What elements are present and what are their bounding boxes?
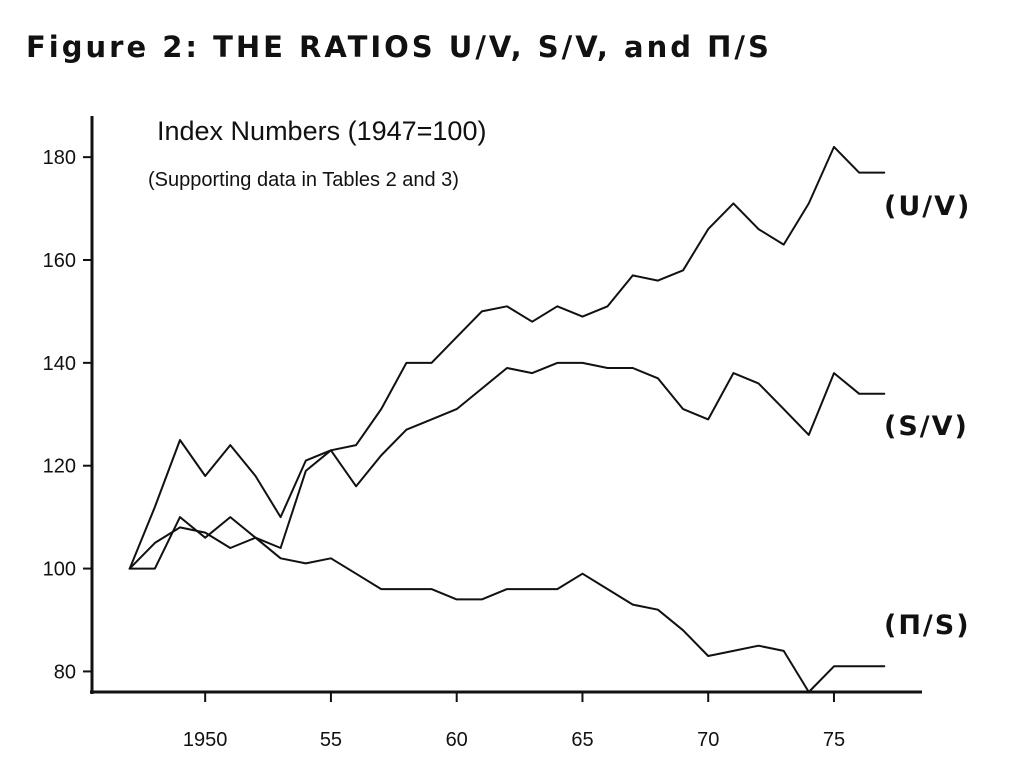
- series-lines: [128, 145, 886, 693]
- series-line-s-v: [128, 361, 886, 570]
- series-label-s-v: (S/V): [884, 411, 969, 442]
- y-tick-label: 140: [43, 353, 76, 375]
- x-tick-label: 75: [823, 729, 845, 751]
- chart-labels: Index Numbers (1947=100) (Supporting dat…: [148, 116, 971, 641]
- y-tick-label: 80: [54, 661, 76, 683]
- y-tick-label: 180: [43, 147, 76, 169]
- series-label-pi-s: (Π/S): [884, 610, 971, 641]
- y-tick-label: 120: [43, 456, 76, 478]
- x-tick-label: 55: [320, 729, 342, 751]
- series-label-u-v: (U/V): [884, 191, 971, 222]
- chart-title: Index Numbers (1947=100): [157, 116, 486, 146]
- series-line-pi-s: [128, 526, 886, 693]
- figure-title: Figure 2: THE RATIOS U/V, S/V, and Π/S: [26, 30, 772, 64]
- x-tick-label: 65: [571, 729, 593, 751]
- axes: 80 100 120 140 160 180 1950 55 60 65 70 75: [43, 116, 922, 751]
- x-tick-label: 60: [446, 729, 468, 751]
- series-line-u-v: [128, 145, 886, 570]
- chart-subtitle: (Supporting data in Tables 2 and 3): [148, 169, 459, 191]
- x-tick-label: 70: [697, 729, 719, 751]
- y-tick-label: 100: [43, 559, 76, 581]
- y-tick-label: 160: [43, 250, 76, 272]
- x-tick-label: 1950: [183, 729, 228, 751]
